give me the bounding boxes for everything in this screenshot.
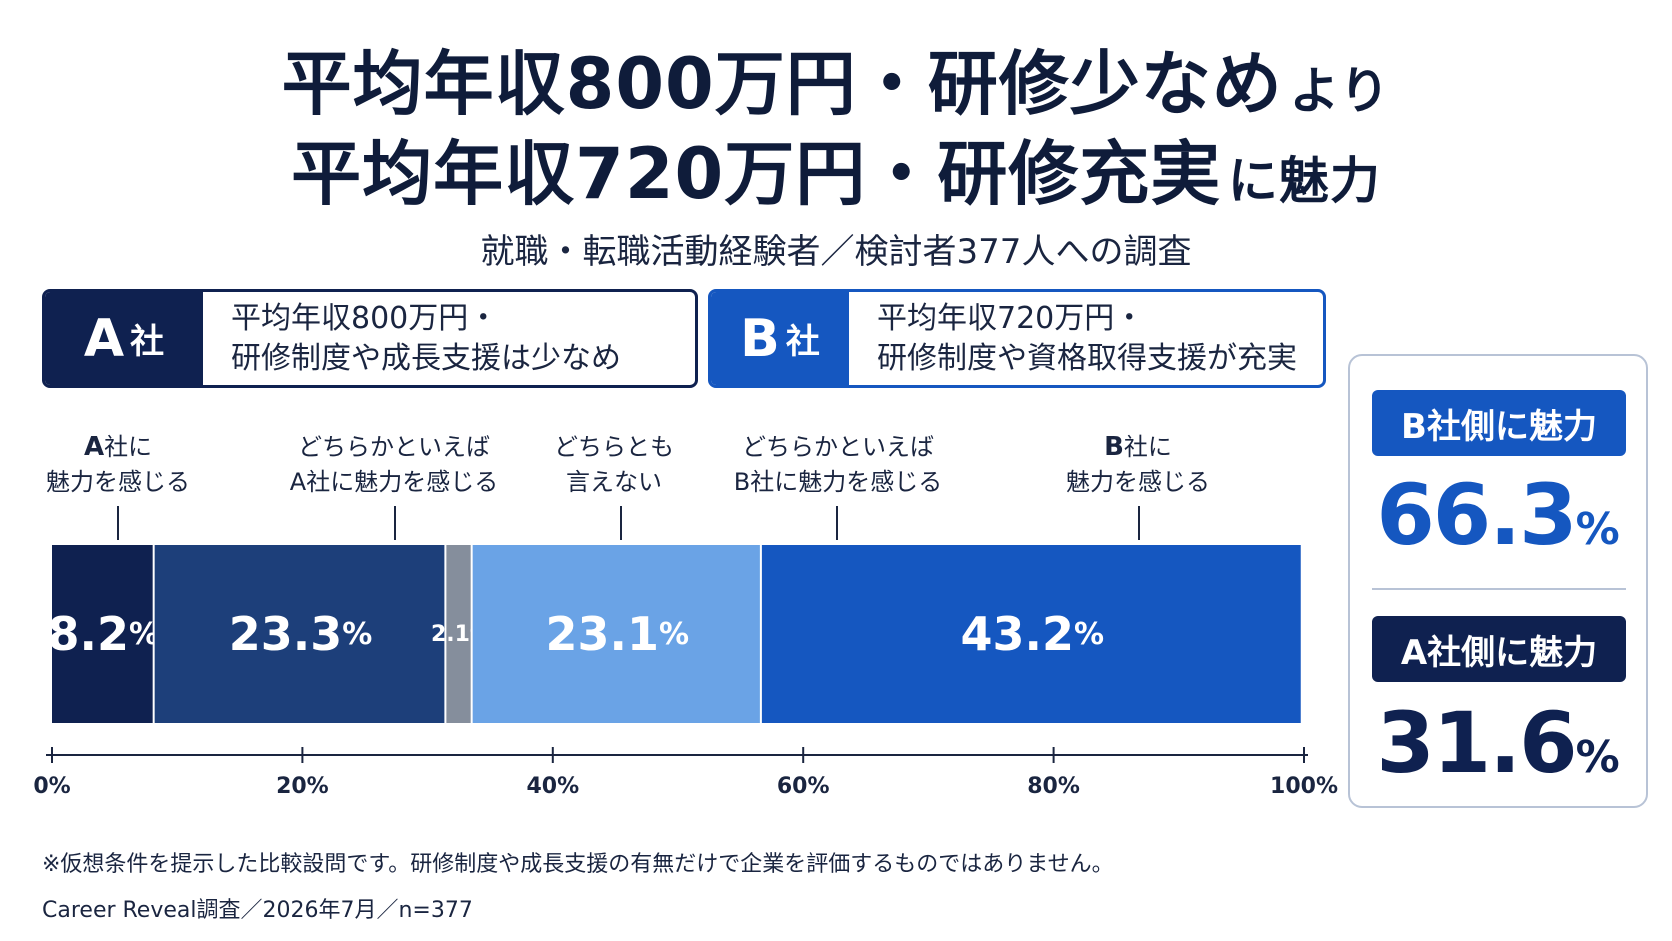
category-pointer-a xyxy=(117,506,119,540)
category-pointer-neutral xyxy=(620,506,622,540)
category-pointer-lean-a xyxy=(394,506,396,540)
category-label-a-line-2: 魅力を感じる xyxy=(46,468,190,496)
summary-b-value: 66.3% xyxy=(1350,466,1646,564)
x-tick-label-0: 0% xyxy=(33,774,70,799)
company-b-desc-line-1: 平均年収720万円・ xyxy=(877,300,1145,336)
bar-value-number-1: 23.3 xyxy=(229,607,343,661)
company-a-suffix: 社 xyxy=(130,322,165,362)
bar-value-unit-0: % xyxy=(129,617,159,652)
page-title-line-1: 平均年収800万円・研修少なめ より xyxy=(0,28,1672,129)
category-label-b-line-2: 魅力を感じる xyxy=(1066,468,1210,496)
summary-b-number: 66.3 xyxy=(1376,466,1577,564)
bar-segment-1 xyxy=(154,545,445,723)
summary-a-number: 31.6 xyxy=(1376,694,1577,792)
x-tick-label-2: 40% xyxy=(526,774,579,799)
x-tick-label-1: 20% xyxy=(276,774,329,799)
category-label-lean-b-line-1: どちらかといえば xyxy=(742,433,934,461)
summary-a-unit: % xyxy=(1575,732,1620,783)
x-tick-label-4: 80% xyxy=(1027,774,1080,799)
stacked-bar-chart: 8.2%23.3%2.1%23.1%43.2%0%20%40%60%80%100… xyxy=(33,545,1338,799)
summary-b-unit: % xyxy=(1575,504,1620,555)
summary-a-label: A社側に魅力 xyxy=(1372,616,1626,682)
category-label-neutral-line-1: どちらとも xyxy=(554,433,674,461)
company-a-letter: A xyxy=(83,308,125,369)
bar-value-number-4: 43.2 xyxy=(961,607,1075,661)
bar-value-number-0: 8.2 xyxy=(48,607,130,661)
summary-b-label: B社側に魅力 xyxy=(1372,390,1626,456)
category-label-b-letter: B xyxy=(1104,432,1124,462)
company-b-suffix: 社 xyxy=(785,322,820,362)
category-label-neutral-line-2: 言えない xyxy=(566,468,662,496)
category-label-neutral: どちらとも 言えない xyxy=(484,430,744,500)
bar-segment-2 xyxy=(446,545,471,723)
category-pointer-lean-b xyxy=(836,506,838,540)
bar-segment-4 xyxy=(761,545,1301,723)
title-line-1-suffix: より xyxy=(1289,62,1391,120)
title-line-2-main: 平均年収720万円・研修充実 xyxy=(291,133,1222,215)
category-label-b-line-1: 社に xyxy=(1123,433,1172,461)
category-label-a-letter: A xyxy=(83,432,105,462)
bar-value-unit-1: % xyxy=(342,617,372,652)
category-label-lean-a: どちらかといえば A社に魅力を感じる xyxy=(264,430,524,500)
company-a-tag: A 社 xyxy=(45,292,203,385)
summary-a-value: 31.6% xyxy=(1350,694,1646,792)
bar-value-label-4: 43.2% xyxy=(961,607,1105,661)
category-label-lean-b-line-2: B社に魅力を感じる xyxy=(733,468,943,496)
company-a-desc-line-1: 平均年収800万円・ xyxy=(231,300,499,336)
summary-divider xyxy=(1372,588,1626,590)
company-b-tag: B 社 xyxy=(711,292,849,385)
x-tick-label-3: 60% xyxy=(777,774,830,799)
title-line-2-suffix: に魅力 xyxy=(1227,152,1381,210)
x-tick-label-5: 100% xyxy=(1270,774,1338,799)
bar-segment-0 xyxy=(52,545,153,723)
bar-segment-3 xyxy=(472,545,760,723)
source-note: Career Reveal調査／2026年7月／n=377 xyxy=(42,898,473,923)
bar-value-label-1: 23.3% xyxy=(229,607,373,661)
footnote: ※仮想条件を提示した比較設問です。研修制度や成長支援の有無だけで企業を評価するも… xyxy=(42,852,1114,877)
category-label-b: B社に 魅力を感じる xyxy=(1008,430,1268,500)
category-pointer-b xyxy=(1138,506,1140,540)
subtitle: 就職・転職活動経験者／検討者377人への調査 xyxy=(480,232,1192,272)
summary-panel: B社側に魅力 66.3% A社側に魅力 31.6% xyxy=(1348,354,1648,808)
bar-value-number-3: 23.1 xyxy=(545,607,659,661)
bar-value-label-3: 23.1% xyxy=(545,607,689,661)
company-b-letter: B xyxy=(740,308,780,369)
bar-value-label-0: 8.2% xyxy=(48,607,160,661)
bar-value-number-2: 2.1 xyxy=(431,622,470,647)
company-a-box: A 社 平均年収800万円・ 研修制度や成長支援は少なめ xyxy=(42,289,698,388)
company-b-box: B 社 平均年収720万円・ 研修制度や資格取得支援が充実 xyxy=(708,289,1326,388)
category-label-a-line-1: 社に xyxy=(104,433,153,461)
page-title-line-2: 平均年収720万円・研修充実 に魅力 xyxy=(0,118,1672,219)
title-line-1-main: 平均年収800万円・研修少なめ xyxy=(281,43,1283,125)
company-a-description: 平均年収800万円・ 研修制度や成長支援は少なめ xyxy=(203,292,695,385)
company-b-desc-line-2: 研修制度や資格取得支援が充実 xyxy=(877,340,1297,376)
bar-value-unit-3: % xyxy=(659,617,689,652)
category-label-lean-a-line-1: どちらかといえば xyxy=(298,433,490,461)
category-label-lean-a-line-2: A社に魅力を感じる xyxy=(289,468,499,496)
company-b-description: 平均年収720万円・ 研修制度や資格取得支援が充実 xyxy=(849,292,1323,385)
company-a-desc-line-2: 研修制度や成長支援は少なめ xyxy=(231,340,621,376)
bar-value-unit-4: % xyxy=(1074,617,1104,652)
category-label-a: A社に 魅力を感じる xyxy=(0,430,248,500)
category-label-lean-b: どちらかといえば B社に魅力を感じる xyxy=(708,430,968,500)
